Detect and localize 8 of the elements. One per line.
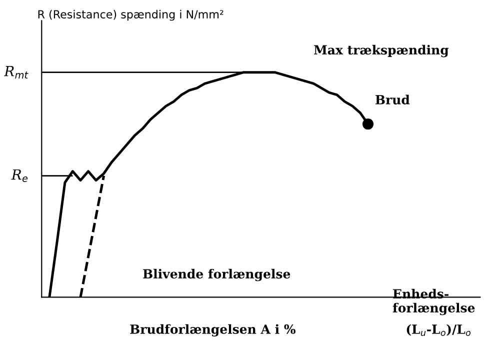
text: Max trækspænding xyxy=(314,44,449,58)
ref-line-label: R$_{mt}$ xyxy=(4,66,28,78)
ref-line-label: R$_{e}$ xyxy=(11,169,28,182)
text: Brudforlængelsen A i % xyxy=(130,324,296,336)
text: Brud xyxy=(376,94,410,104)
annotation: Blivende forlængelse xyxy=(143,268,290,282)
y-axis-title: R (Resistance) spænding i N/mm² xyxy=(38,10,224,21)
text: (L$_{u}$-L$_{o}$)/L$_{o}$ xyxy=(406,324,470,336)
